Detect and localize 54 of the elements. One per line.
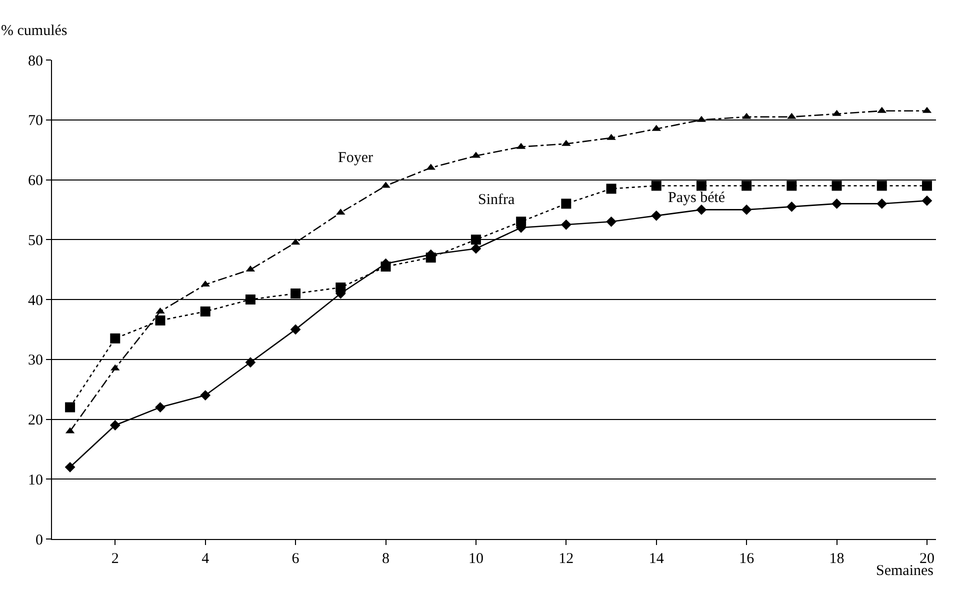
point [200, 306, 210, 316]
point [651, 210, 662, 221]
point [922, 180, 932, 191]
series-label: Sinfra [478, 192, 515, 208]
y-axis-title: % cumulés [1, 23, 68, 39]
x-tick-label: 8 [382, 551, 390, 567]
point [832, 198, 842, 209]
point [606, 184, 616, 194]
point [696, 180, 706, 191]
point [742, 180, 752, 191]
y-tick-label: 10 [28, 472, 43, 488]
point [651, 180, 662, 191]
y-tick-label: 0 [36, 532, 43, 548]
y-tick-label: 40 [28, 292, 43, 309]
series-label: Foyer [338, 150, 373, 166]
series-label: Pays bété [668, 190, 726, 206]
y-tick-label: 80 [28, 53, 43, 70]
point [741, 204, 752, 215]
point [64, 462, 76, 472]
point [876, 198, 888, 209]
point [876, 180, 887, 191]
point [65, 402, 76, 412]
y-tick-label: 60 [28, 173, 43, 189]
point [696, 204, 707, 215]
y-tick-label: 30 [28, 352, 43, 369]
x-tick-label: 6 [292, 551, 300, 567]
point [155, 315, 166, 326]
point [561, 198, 572, 209]
point [155, 402, 166, 412]
x-tick-label: 4 [202, 551, 210, 567]
x-tick-label: 2 [111, 551, 119, 567]
point [606, 216, 616, 227]
point [560, 219, 572, 230]
x-tick-label: 14 [648, 551, 664, 567]
x-tick-label: 16 [739, 551, 755, 567]
point [290, 324, 301, 335]
point [245, 357, 256, 368]
y-tick-label: 70 [28, 113, 43, 130]
point [245, 294, 256, 304]
point [110, 333, 120, 344]
x-tick-label: 10 [468, 551, 484, 567]
point [200, 390, 211, 400]
point [786, 180, 797, 191]
point [290, 288, 301, 299]
x-tick-label: 18 [829, 551, 844, 567]
y-tick-label: 50 [28, 232, 43, 249]
point [922, 196, 932, 206]
point [110, 420, 120, 430]
point [470, 234, 481, 245]
y-tick-label: 20 [28, 412, 43, 428]
point [832, 180, 842, 191]
point [786, 201, 797, 212]
x-tick-label: 12 [558, 551, 574, 567]
point [470, 243, 482, 254]
